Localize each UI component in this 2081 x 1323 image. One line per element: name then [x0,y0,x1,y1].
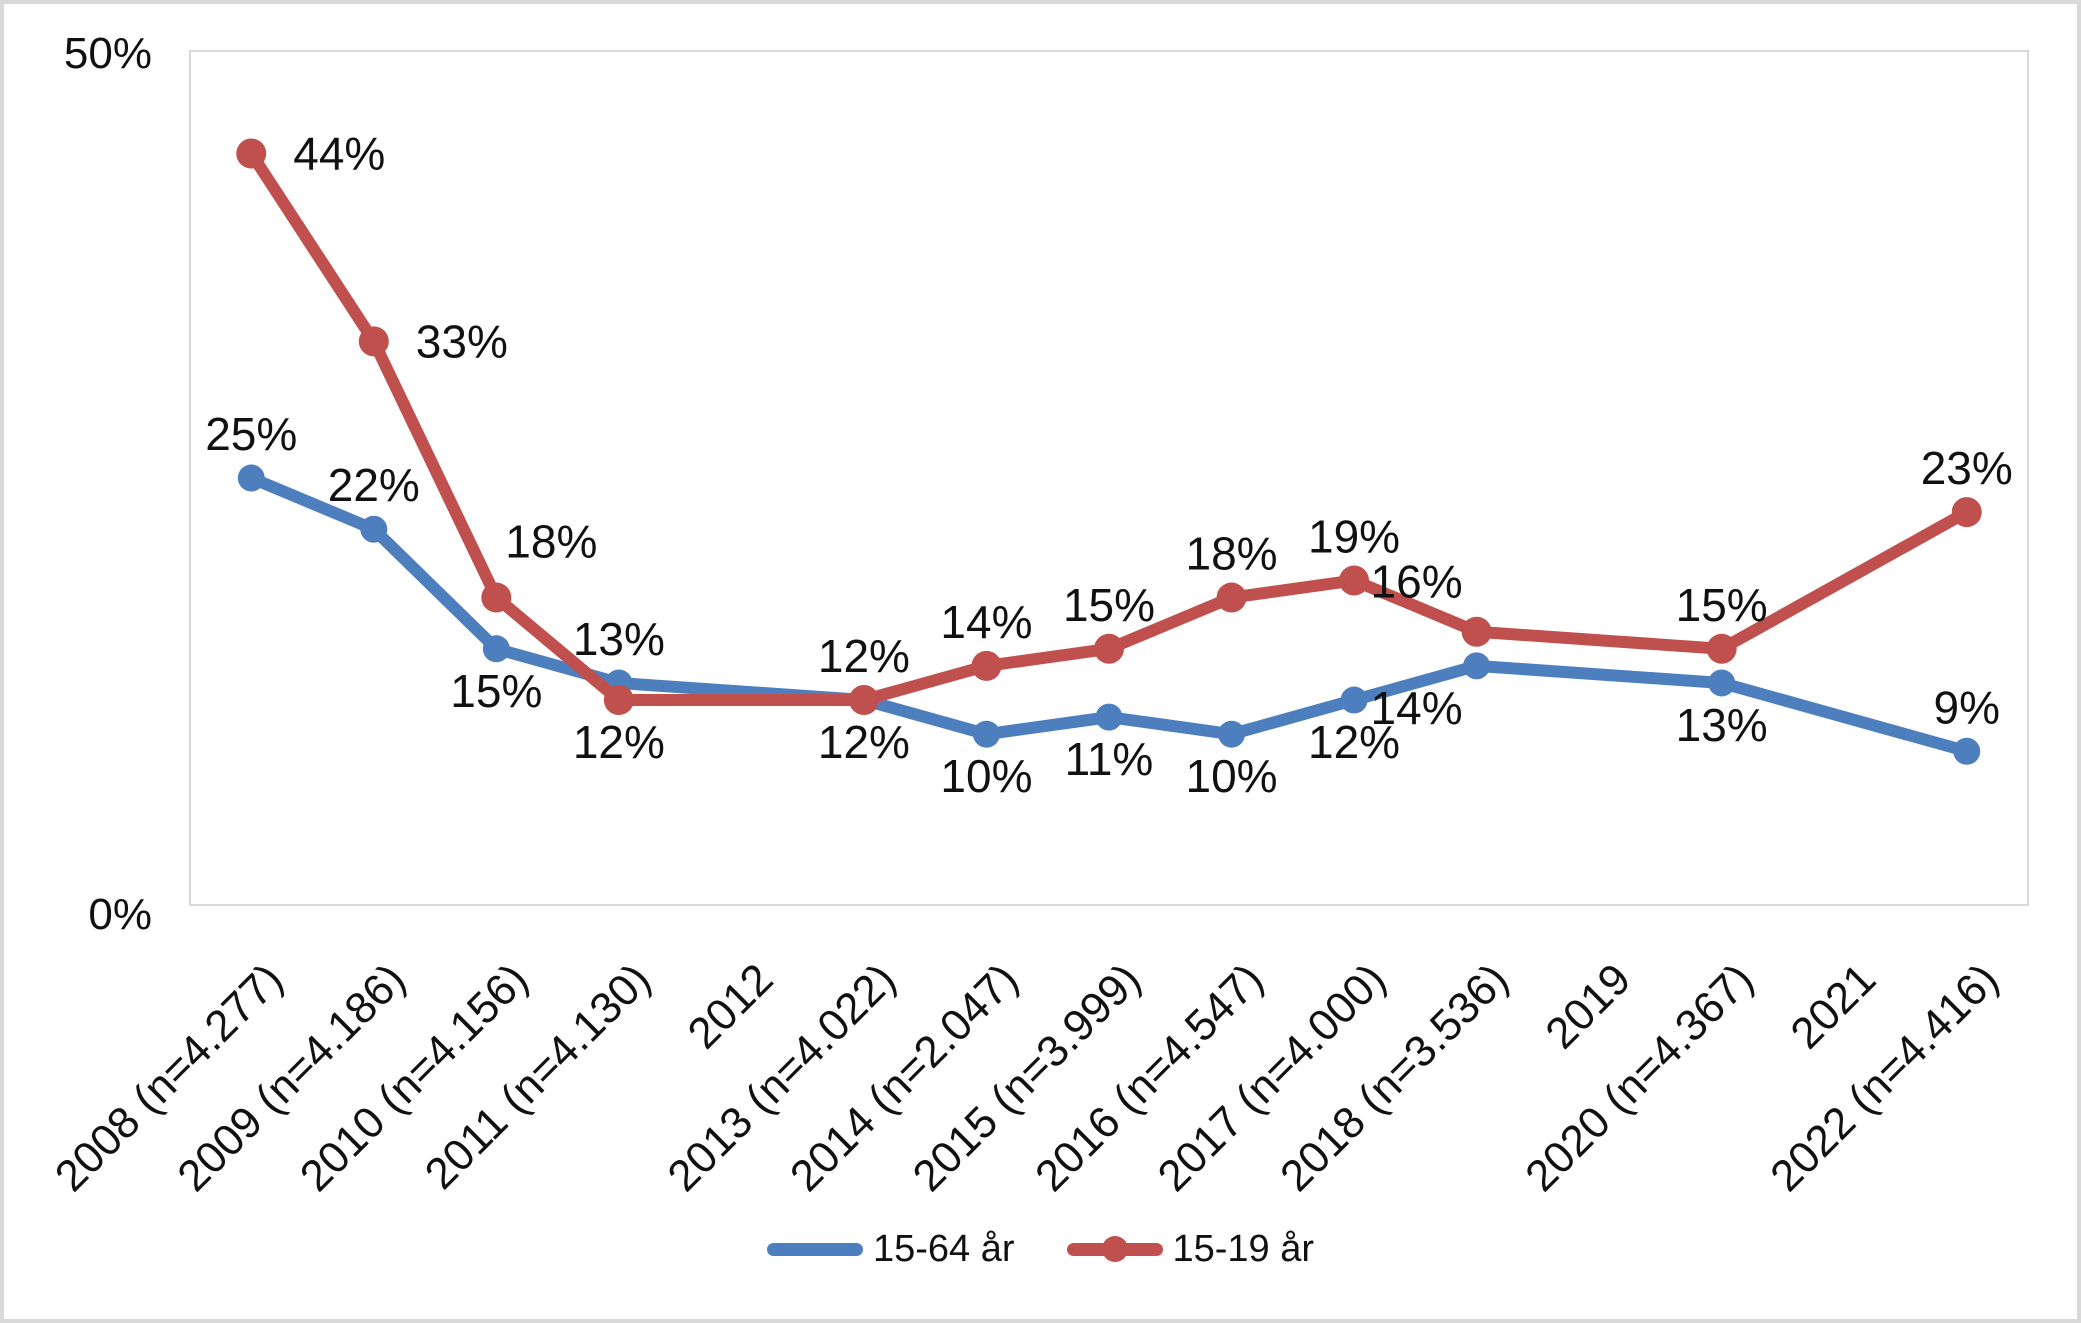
x-axis-category-label: 2012 [679,954,783,1058]
legend-line-marker-icon [1101,1236,1128,1262]
data-label-0: 11% [1065,733,1154,785]
x-axis-category-label: 2018 (n=3.536) [1271,954,1518,1201]
data-point-marker-1 [1461,616,1492,647]
x-axis-category-label: 2011 (n=4.130) [416,954,660,1198]
data-label-0: 14% [1371,682,1463,734]
data-label-1: 33% [416,315,508,367]
data-label-1: 12% [818,630,910,682]
data-point-marker-1 [1094,633,1124,664]
x-axis-category-label: 2009 (n=4.186) [168,954,415,1201]
data-point-marker-0 [1953,737,1981,765]
data-point-marker-1 [1951,497,1982,528]
data-point-marker-0 [1708,669,1736,697]
legend-swatch-15-64 [766,1242,863,1256]
data-label-1: 15% [1063,579,1155,631]
data-point-marker-1 [603,685,634,716]
data-label-1: 12% [573,716,665,768]
data-label-0: 13% [573,613,665,665]
chart-legend: 15-64 år 15-19 år [4,1230,2077,1268]
data-point-marker-1 [971,650,1002,681]
x-axis-category-label: 2016 (n=4.547) [1026,954,1273,1201]
line-chart-canvas: 50% 0% 2008 (n=4.277)2009 (n=4.186)2010 (n… [46,29,2029,1201]
y-axis-tick-label: 0% [88,890,152,939]
legend-label-15-64: 15-64 år [872,1228,1015,1270]
data-point-marker-1 [1216,582,1247,613]
legend-item-15-19: 15-19 år [1066,1228,1315,1270]
x-axis-category-label: 2014 (n=2.047) [781,954,1028,1201]
data-label-1: 19% [1308,510,1400,562]
data-point-marker-1 [1706,633,1737,664]
data-point-marker-0 [1340,686,1368,714]
data-point-marker-0 [482,635,510,663]
x-axis-category-label: 2019 [1536,954,1640,1058]
data-label-1: 14% [940,596,1032,648]
legend-swatch-15-19 [1066,1236,1163,1262]
data-label-0: 15% [450,665,542,717]
data-label-1: 15% [1676,579,1768,631]
x-axis-category-label: 2013 (n=4.022) [658,954,905,1201]
data-label-1: 18% [1185,528,1277,580]
x-axis-category-label: 2021 [1781,954,1885,1058]
x-axis-category-label: 2010 (n=4.156) [291,954,538,1201]
plot-area-border [189,50,2029,906]
x-axis-category-label: 2022 (n=4.416) [1761,954,2008,1201]
data-label-1: 23% [1921,442,2013,494]
data-label-1: 16% [1371,556,1463,608]
data-point-marker-0 [972,720,1000,748]
data-label-0: 12% [1308,716,1400,768]
series-line-1 [245,147,1973,707]
data-label-0: 13% [1676,699,1768,751]
legend-item-15-64: 15-64 år [766,1228,1015,1270]
data-point-marker-0 [360,515,388,543]
data-point-marker-1 [1339,565,1370,596]
data-label-0: 25% [205,408,297,460]
data-point-marker-0 [1218,720,1246,748]
data-point-marker-1 [236,138,267,169]
data-point-marker-0 [237,464,265,492]
data-point-marker-1 [481,582,512,613]
data-label-0: 10% [940,750,1032,802]
data-label-0: 9% [1933,681,1999,733]
data-label-1: 18% [505,516,597,568]
data-label-0: 10% [1185,750,1277,802]
data-point-marker-1 [358,326,389,357]
data-label-1: 44% [293,127,385,179]
x-axis-category-label: 2020 (n=4.367) [1516,954,1763,1201]
y-axis-tick-label: 50% [64,29,152,78]
series-line-0 [245,472,1973,758]
legend-label-15-19: 15-19 år [1172,1228,1315,1270]
data-label-0: 12% [818,716,910,768]
x-axis-category-label: 2008 (n=4.277) [46,954,293,1201]
x-axis-category-label: 2015 (n=3.999) [904,954,1151,1201]
data-point-marker-0 [1463,652,1491,680]
x-axis-category-label: 2017 (n=4.000) [1149,954,1396,1201]
data-point-marker-1 [848,685,879,716]
data-point-marker-0 [1095,703,1123,731]
data-label-0: 22% [328,459,420,511]
